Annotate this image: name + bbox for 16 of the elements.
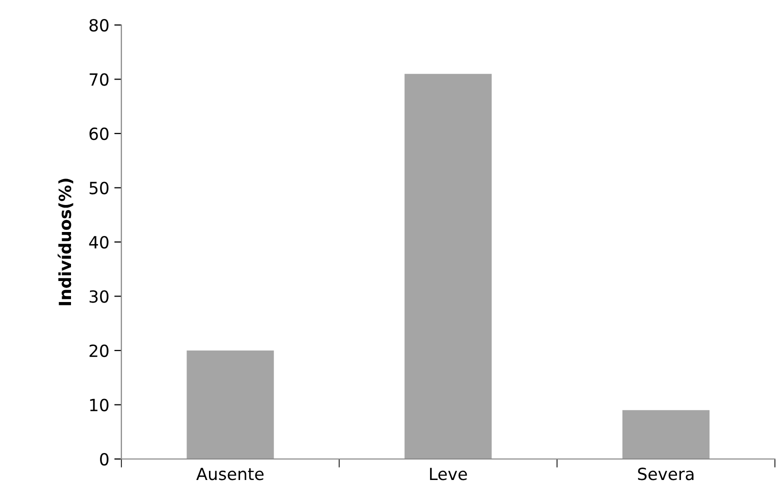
bar	[622, 410, 710, 459]
bar	[404, 74, 492, 459]
y-tick-label: 80	[89, 18, 108, 32]
y-tick-label: 70	[90, 73, 108, 86]
x-tick-label: Ausente	[196, 468, 264, 480]
y-tick-label: 0	[100, 452, 108, 466]
y-tick-label: 60	[90, 127, 108, 140]
y-tick-label: 30	[90, 290, 108, 303]
y-tick-label: 50	[90, 182, 108, 194]
y-tick-label: 20	[90, 344, 108, 358]
bar	[186, 350, 274, 459]
y-tick-label: 10	[90, 398, 108, 412]
y-tick-label: 40	[89, 236, 108, 249]
x-tick-label: Severa	[638, 468, 694, 480]
x-tick-label: Leve	[430, 468, 467, 480]
y-axis-title: Indivíduos(%)	[58, 178, 74, 306]
